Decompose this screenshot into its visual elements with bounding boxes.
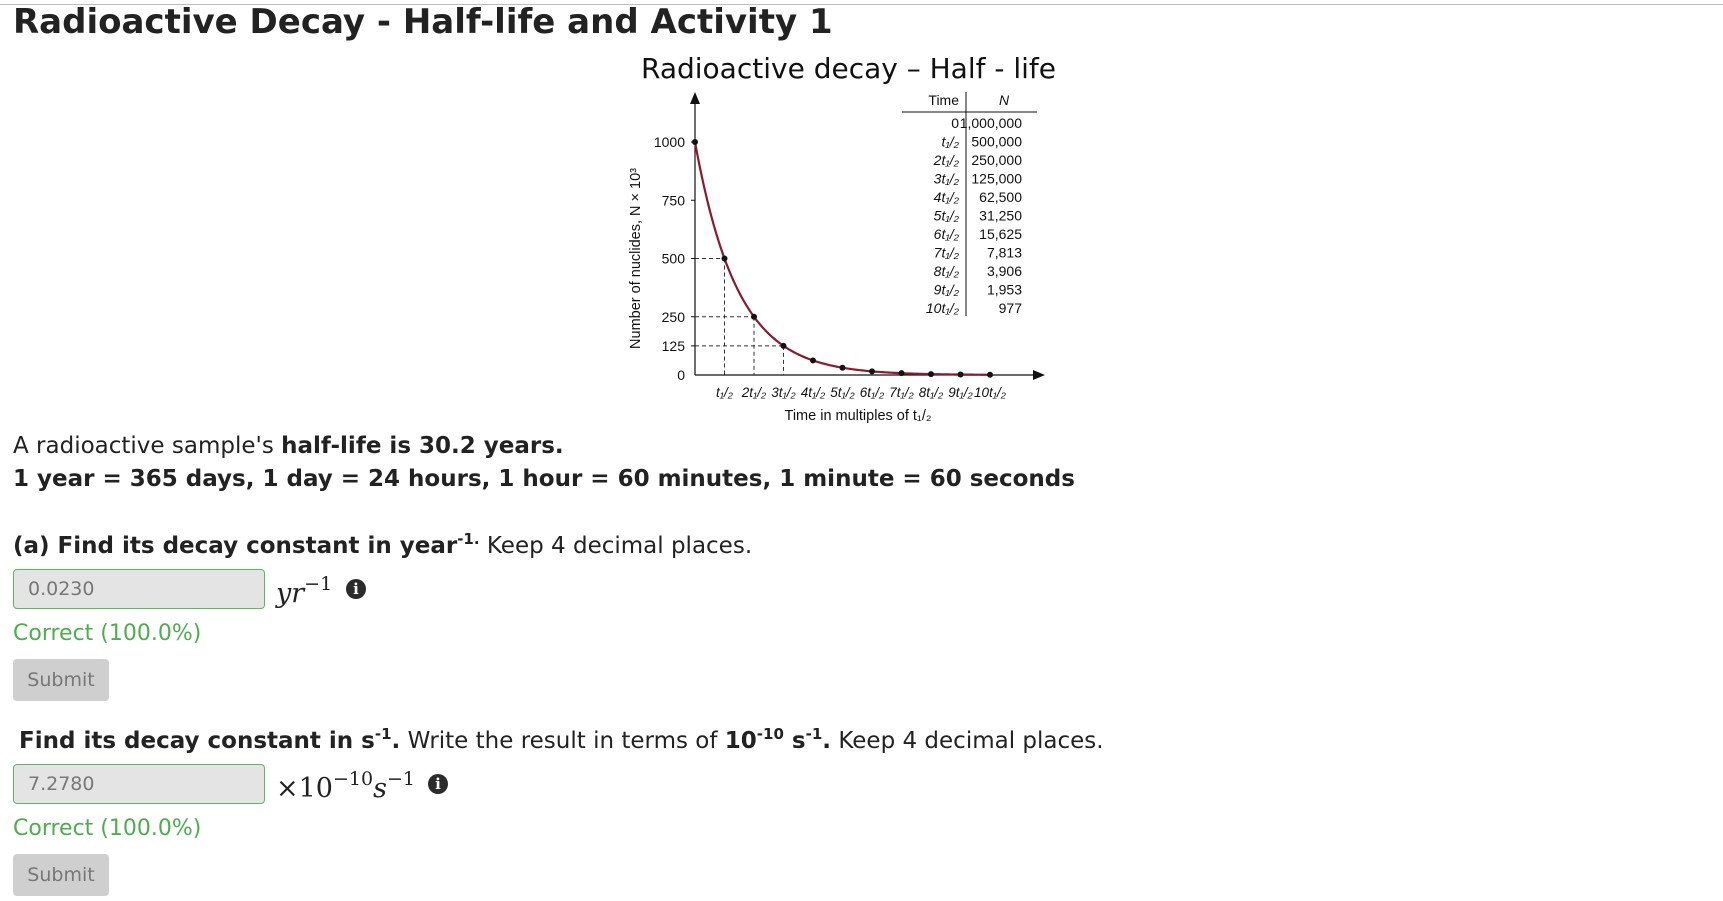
data-point <box>957 371 964 378</box>
question-a-bold: (a) Find its decay constant in year-1. <box>13 530 480 559</box>
y-tick-label: 1000 <box>654 134 685 150</box>
table-time-cell: 10t₁/₂ <box>926 300 960 316</box>
answer-b-unit-exp-s: −1 <box>386 768 415 790</box>
x-tick-label: 8t₁/₂ <box>919 385 944 400</box>
x-axis-label: Time in multiples of t₁/₂ <box>785 408 932 424</box>
table-n-cell: 15,625 <box>979 226 1022 242</box>
question-b-bold1-sup: -1 <box>374 725 392 743</box>
question-a-bold-text: (a) Find its decay constant in year <box>13 533 458 559</box>
table-time-cell: t₁/₂ <box>941 134 959 150</box>
table-time-cell: 4t₁/₂ <box>934 189 960 205</box>
question-b-text2: Write the result in terms of <box>400 728 725 754</box>
answer-b-unit-exp10: −10 <box>332 768 374 790</box>
data-point <box>780 342 787 349</box>
table-n-cell: 62,500 <box>979 189 1022 205</box>
question-a-sup: -1. <box>457 530 480 548</box>
answer-a-feedback: Correct (100.0%) <box>13 621 202 646</box>
y-tick-label: 0 <box>677 367 685 383</box>
x-tick-label: 10t₁/₂ <box>974 385 1007 400</box>
top-divider <box>0 4 1723 5</box>
page-title: Radioactive Decay - Half-life and Activi… <box>13 2 833 42</box>
x-tick-label: 3t₁/₂ <box>771 385 796 400</box>
x-tick-label: t₁/₂ <box>716 385 734 400</box>
table-n-cell: 1,953 <box>987 282 1022 298</box>
submit-a-button[interactable]: Submit <box>13 659 109 701</box>
info-icon[interactable]: i <box>346 579 366 599</box>
table-header-time: Time <box>928 92 959 108</box>
table-time-cell: 9t₁/₂ <box>934 282 960 298</box>
data-point <box>751 313 757 320</box>
question-b-bold2-sup: -10 <box>756 725 784 743</box>
answer-b-unit: ×10−10s−1 <box>276 768 415 804</box>
data-point <box>898 370 905 377</box>
data-point <box>869 368 875 375</box>
answer-b-unit-s: s <box>373 773 387 804</box>
y-tick-label: 250 <box>662 309 686 325</box>
table-time-cell: 3t₁/₂ <box>934 171 960 187</box>
x-tick-label: 7t₁/₂ <box>889 385 914 400</box>
answer-b-feedback: Correct (100.0%) <box>13 816 202 841</box>
x-tick-label: 2t₁/₂ <box>741 385 767 400</box>
answer-a-unit-exp: −1 <box>304 573 333 595</box>
intro-prefix: A radioactive sample's <box>13 433 282 459</box>
table-header-n: N <box>999 92 1010 108</box>
question-b-bold3-text: s <box>783 728 806 754</box>
table-n-cell: 250,000 <box>971 152 1022 168</box>
question-b-bold3-sup: -1 <box>805 725 823 743</box>
y-tick-label: 125 <box>662 338 686 354</box>
table-time-cell: 8t₁/₂ <box>934 263 960 279</box>
y-tick-label: 750 <box>662 192 686 208</box>
table-n-cell: 7,813 <box>987 245 1022 261</box>
info-icon[interactable]: i <box>428 774 448 794</box>
data-point <box>987 371 993 378</box>
unit-conversions: 1 year = 365 days, 1 day = 24 hours, 1 h… <box>13 463 1075 496</box>
question-b-rest: Keep 4 decimal places. <box>831 728 1104 754</box>
answer-a-input[interactable] <box>13 569 265 609</box>
table-time-cell: 7t₁/₂ <box>934 245 960 261</box>
half-life-value: half-life is 30.2 years. <box>281 433 564 459</box>
table-time-cell: 5t₁/₂ <box>934 208 960 224</box>
answer-a-unit-base: yr <box>276 578 305 609</box>
question-b-bold2: 10-10 s-1. <box>724 725 832 754</box>
data-point <box>928 371 934 378</box>
table-time-cell: 0 <box>951 115 959 131</box>
table-n-cell: 31,250 <box>979 208 1022 224</box>
x-axis-arrow <box>1033 370 1045 380</box>
half-life-statement: A radioactive sample's half-life is 30.2… <box>13 430 1075 463</box>
unit-conversions-text: 1 year = 365 days, 1 day = 24 hours, 1 h… <box>13 466 1075 492</box>
data-point <box>810 357 816 364</box>
x-tick-label: 9t₁/₂ <box>948 385 973 400</box>
table-n-cell: 3,906 <box>987 263 1022 279</box>
question-b-prompt: Find its decay constant in s-1. Write th… <box>19 725 1104 754</box>
question-b-bold1-dot: . <box>391 728 401 754</box>
data-point <box>839 364 846 371</box>
table-n-cell: 1,000,000 <box>960 115 1022 131</box>
table-n-cell: 500,000 <box>971 134 1022 150</box>
table-time-cell: 2t₁/₂ <box>933 152 960 168</box>
y-axis-arrow <box>690 92 700 104</box>
answer-b-input[interactable] <box>13 764 265 804</box>
figure-title: Radioactive decay – Half - life <box>641 52 1057 85</box>
question-b-bold3-dot: . <box>822 728 832 754</box>
data-point <box>721 255 728 262</box>
table-n-cell: 125,000 <box>971 171 1022 187</box>
decay-chart: 0 125 250 500 750 1000 t₁/₂ 2t₁/₂ 3t₁/₂ 4t₁/₂ 5t₁/… <box>628 92 1045 424</box>
problem-intro: A radioactive sample's half-life is 30.2… <box>13 430 1075 496</box>
table-n-cell: 977 <box>999 300 1023 316</box>
table-time-cell: 6t₁/₂ <box>934 226 960 242</box>
y-axis-label: Number of nuclides, N × 10³ <box>628 168 644 349</box>
submit-b-button[interactable]: Submit <box>13 854 109 896</box>
question-b-bold1: Find its decay constant in s-1. <box>19 725 401 754</box>
question-a-rest: Keep 4 decimal places. <box>479 533 753 559</box>
data-point <box>692 139 698 145</box>
question-a-prompt: (a) Find its decay constant in year-1. K… <box>13 530 752 559</box>
x-tick-label: 5t₁/₂ <box>830 385 855 400</box>
answer-b-unit-times: ×10 <box>276 773 333 804</box>
x-tick-label: 6t₁/₂ <box>860 385 885 400</box>
answer-a-unit: yr−1 <box>276 573 332 609</box>
question-b-bold2-text: 10 <box>724 728 757 754</box>
question-b-bold1-text: Find its decay constant in s <box>19 728 375 754</box>
x-tick-label: 4t₁/₂ <box>801 385 826 400</box>
y-tick-label: 500 <box>662 251 686 267</box>
